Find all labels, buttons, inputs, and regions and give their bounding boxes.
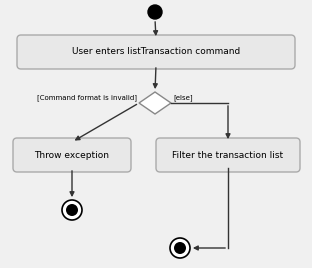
Circle shape [66, 204, 78, 216]
Circle shape [170, 238, 190, 258]
Text: User enters listTransaction command: User enters listTransaction command [72, 47, 240, 57]
Text: [else]: [else] [173, 94, 193, 101]
FancyBboxPatch shape [156, 138, 300, 172]
Text: Filter the transaction list: Filter the transaction list [173, 151, 284, 159]
Polygon shape [139, 92, 171, 114]
Text: [Command format is invalid]: [Command format is invalid] [37, 94, 137, 101]
Circle shape [62, 200, 82, 220]
Circle shape [174, 242, 186, 254]
Circle shape [148, 5, 162, 19]
FancyBboxPatch shape [13, 138, 131, 172]
Text: Throw exception: Throw exception [35, 151, 110, 159]
FancyBboxPatch shape [17, 35, 295, 69]
